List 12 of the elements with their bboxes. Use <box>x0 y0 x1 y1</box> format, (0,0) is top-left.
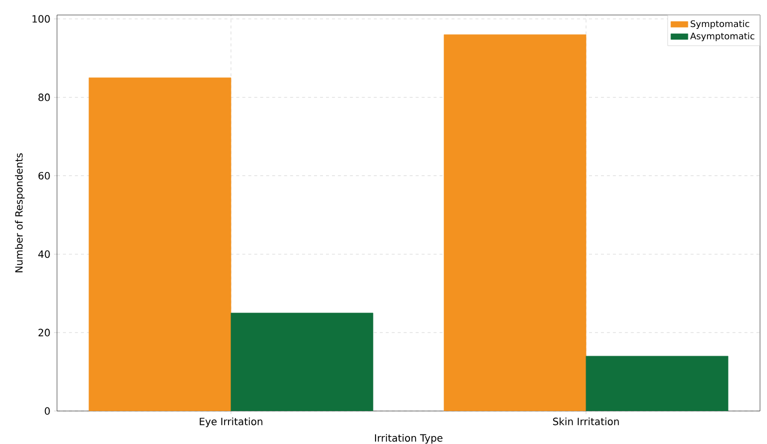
x-tick-label: Eye Irritation <box>200 418 262 428</box>
y-tick-label: 100 <box>32 15 50 23</box>
x-axis-title: Irritation Type <box>375 434 442 444</box>
legend-label: Symptomatic <box>690 20 750 29</box>
x-tick-label: Skin Irritation <box>553 418 619 426</box>
y-tick-label: 60 <box>38 172 50 180</box>
y-tick-label: 20 <box>38 328 50 336</box>
y-axis-title: Number of Respondents <box>14 153 25 272</box>
legend-label: Asymptomatic <box>690 32 754 42</box>
y-tick-label: 80 <box>38 94 50 102</box>
y-tick-label: 0 <box>44 407 50 415</box>
y-tick-label: 40 <box>38 250 50 258</box>
